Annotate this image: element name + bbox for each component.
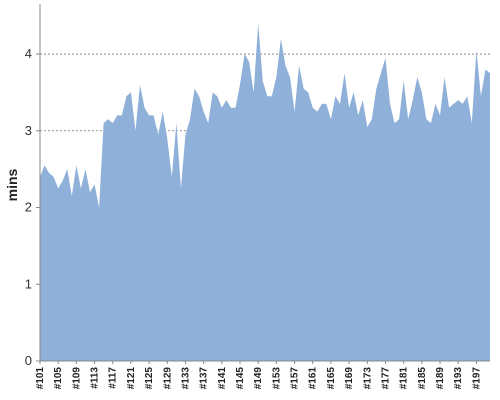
y-tick-labels: 0 1 2 3 4 — [25, 46, 40, 368]
x-tick-label: #173 — [362, 367, 373, 390]
x-tick-label: #157 — [290, 367, 301, 390]
y-tick-label: 2 — [25, 200, 32, 215]
x-tick-label: #141 — [217, 367, 228, 390]
x-tick-label: #117 — [108, 367, 119, 389]
x-tick-label: #105 — [53, 367, 64, 390]
x-tick-label: #165 — [326, 367, 337, 390]
x-tick-label: #181 — [399, 367, 410, 390]
x-tick-label: #125 — [144, 367, 155, 390]
x-tick-label: #133 — [180, 367, 191, 390]
x-tick-label: #121 — [126, 367, 137, 390]
x-tick-label: #113 — [90, 367, 101, 389]
y-tick-label: 3 — [25, 123, 32, 138]
x-tick-label: #145 — [235, 367, 246, 390]
x-tick-label: #169 — [344, 367, 355, 390]
y-tick-label: 4 — [25, 46, 32, 61]
x-tick-labels: #101 #105 #109 #113 #117 #121 #125 #129 #133 #137… — [35, 361, 482, 389]
x-tick-label: #185 — [417, 367, 428, 390]
x-tick-label: #153 — [271, 367, 282, 390]
x-tick-label: #101 — [35, 367, 46, 390]
axes — [39, 4, 490, 362]
x-tick-label: #193 — [453, 367, 464, 390]
x-tick-label: #189 — [435, 367, 446, 390]
x-tick-label: #129 — [162, 367, 173, 390]
y-tick-label: 0 — [25, 353, 32, 368]
y-axis-title: mins — [4, 168, 20, 201]
x-tick-label: #161 — [308, 367, 319, 390]
x-tick-label: #177 — [380, 367, 391, 390]
x-tick-label: #109 — [71, 367, 82, 390]
x-tick-label: #149 — [253, 367, 264, 390]
area-series — [40, 23, 490, 361]
x-tick-label: #137 — [199, 367, 210, 390]
y-tick-label: 1 — [25, 276, 32, 291]
x-tick-label: #197 — [471, 367, 482, 390]
